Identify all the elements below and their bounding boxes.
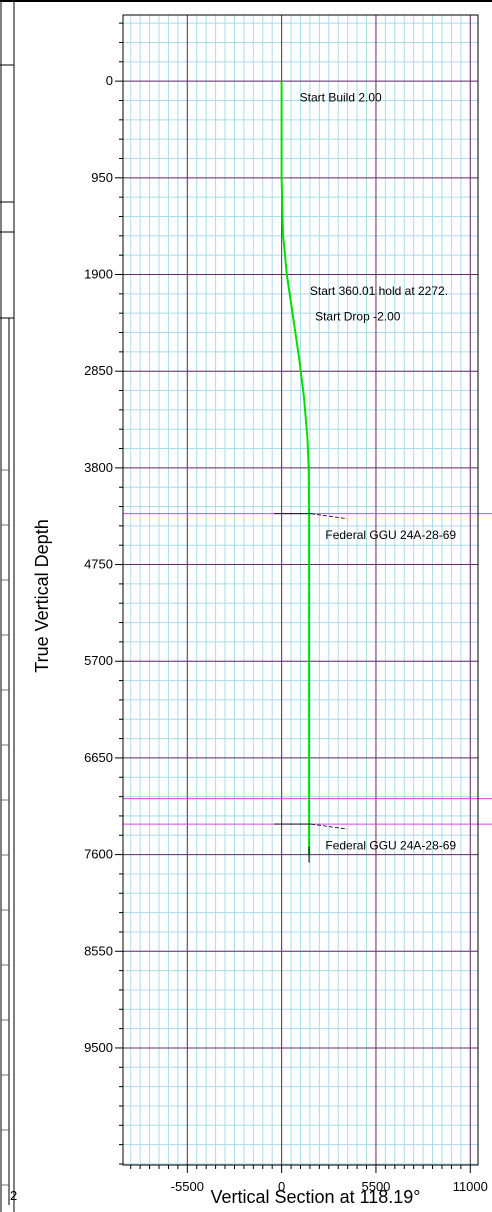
major-grid (123, 15, 478, 1165)
y-tick-label: 4750 (84, 557, 113, 572)
x-tick-label: 0 (278, 1179, 285, 1194)
annotation-label: Start Build 2.00 (300, 91, 382, 105)
y-tick-label: 5700 (84, 653, 113, 668)
target-marks (274, 513, 348, 830)
annotation-label: Start 360.01 hold at 2272. (310, 284, 448, 298)
target-leader-mark (311, 823, 348, 830)
y-tick-label: 6650 (84, 750, 113, 765)
y-axis-label: True Vertical Depth (32, 519, 52, 672)
y-tick-label: 1900 (84, 267, 113, 282)
annotation-label: Federal GGU 24A-28-69 (325, 528, 456, 542)
y-tick-label: 2850 (84, 363, 113, 378)
x-tick-label: 5500 (361, 1179, 390, 1194)
series-layer (280, 81, 311, 863)
y-tick-label: 3800 (84, 460, 113, 475)
x-tick-label: 11000 (453, 1179, 488, 1194)
annotation-label: Start Drop -2.00 (315, 309, 401, 323)
annotations: Start Build 2.00 Start 360.01 hold at 227… (300, 91, 457, 853)
minor-grid (123, 15, 478, 1165)
x-axis-label: Vertical Section at 118.19° (211, 1187, 421, 1207)
y-tick-label: 0 (106, 73, 113, 88)
x-tick-label: -5500 (171, 1179, 204, 1194)
wellpath-line (280, 81, 311, 855)
target-leader-mark (311, 513, 348, 520)
tick-labels: 0 950 1900 2850 3800 4750 5700 6650 7600 8550 9500… (84, 73, 488, 1194)
y-tick-label: 7600 (84, 847, 113, 862)
y-tick-label: 9500 (84, 1040, 113, 1055)
side-panel-glyph: 2 (10, 1188, 17, 1203)
axis-ticks (115, 22, 471, 1173)
y-tick-label: 8550 (84, 943, 113, 958)
y-tick-label: 950 (91, 170, 113, 185)
annotation-label: Federal GGU 24A-28-69 (325, 839, 456, 853)
